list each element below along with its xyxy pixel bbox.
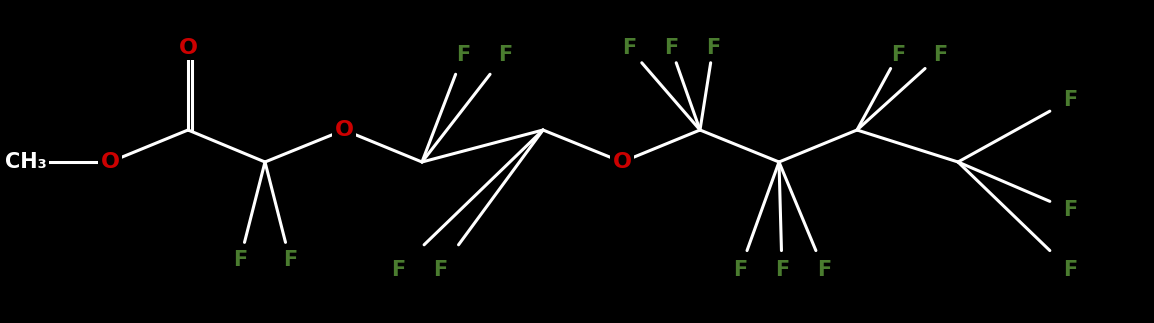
Text: F: F bbox=[1063, 90, 1077, 110]
Text: F: F bbox=[391, 260, 405, 280]
Text: O: O bbox=[613, 152, 631, 172]
Text: F: F bbox=[233, 250, 247, 270]
Text: F: F bbox=[664, 38, 679, 58]
Text: F: F bbox=[1063, 200, 1077, 220]
Text: F: F bbox=[733, 260, 747, 280]
Text: O: O bbox=[335, 120, 353, 140]
Text: CH₃: CH₃ bbox=[6, 152, 47, 172]
Text: F: F bbox=[497, 45, 512, 65]
Text: F: F bbox=[456, 45, 470, 65]
Text: F: F bbox=[622, 38, 636, 58]
Text: O: O bbox=[179, 38, 197, 58]
Text: F: F bbox=[817, 260, 831, 280]
Text: O: O bbox=[100, 152, 120, 172]
Text: F: F bbox=[433, 260, 447, 280]
Text: F: F bbox=[891, 45, 905, 65]
Text: F: F bbox=[1063, 260, 1077, 280]
Text: F: F bbox=[774, 260, 789, 280]
Text: F: F bbox=[706, 38, 720, 58]
Text: F: F bbox=[932, 45, 947, 65]
Text: F: F bbox=[283, 250, 297, 270]
